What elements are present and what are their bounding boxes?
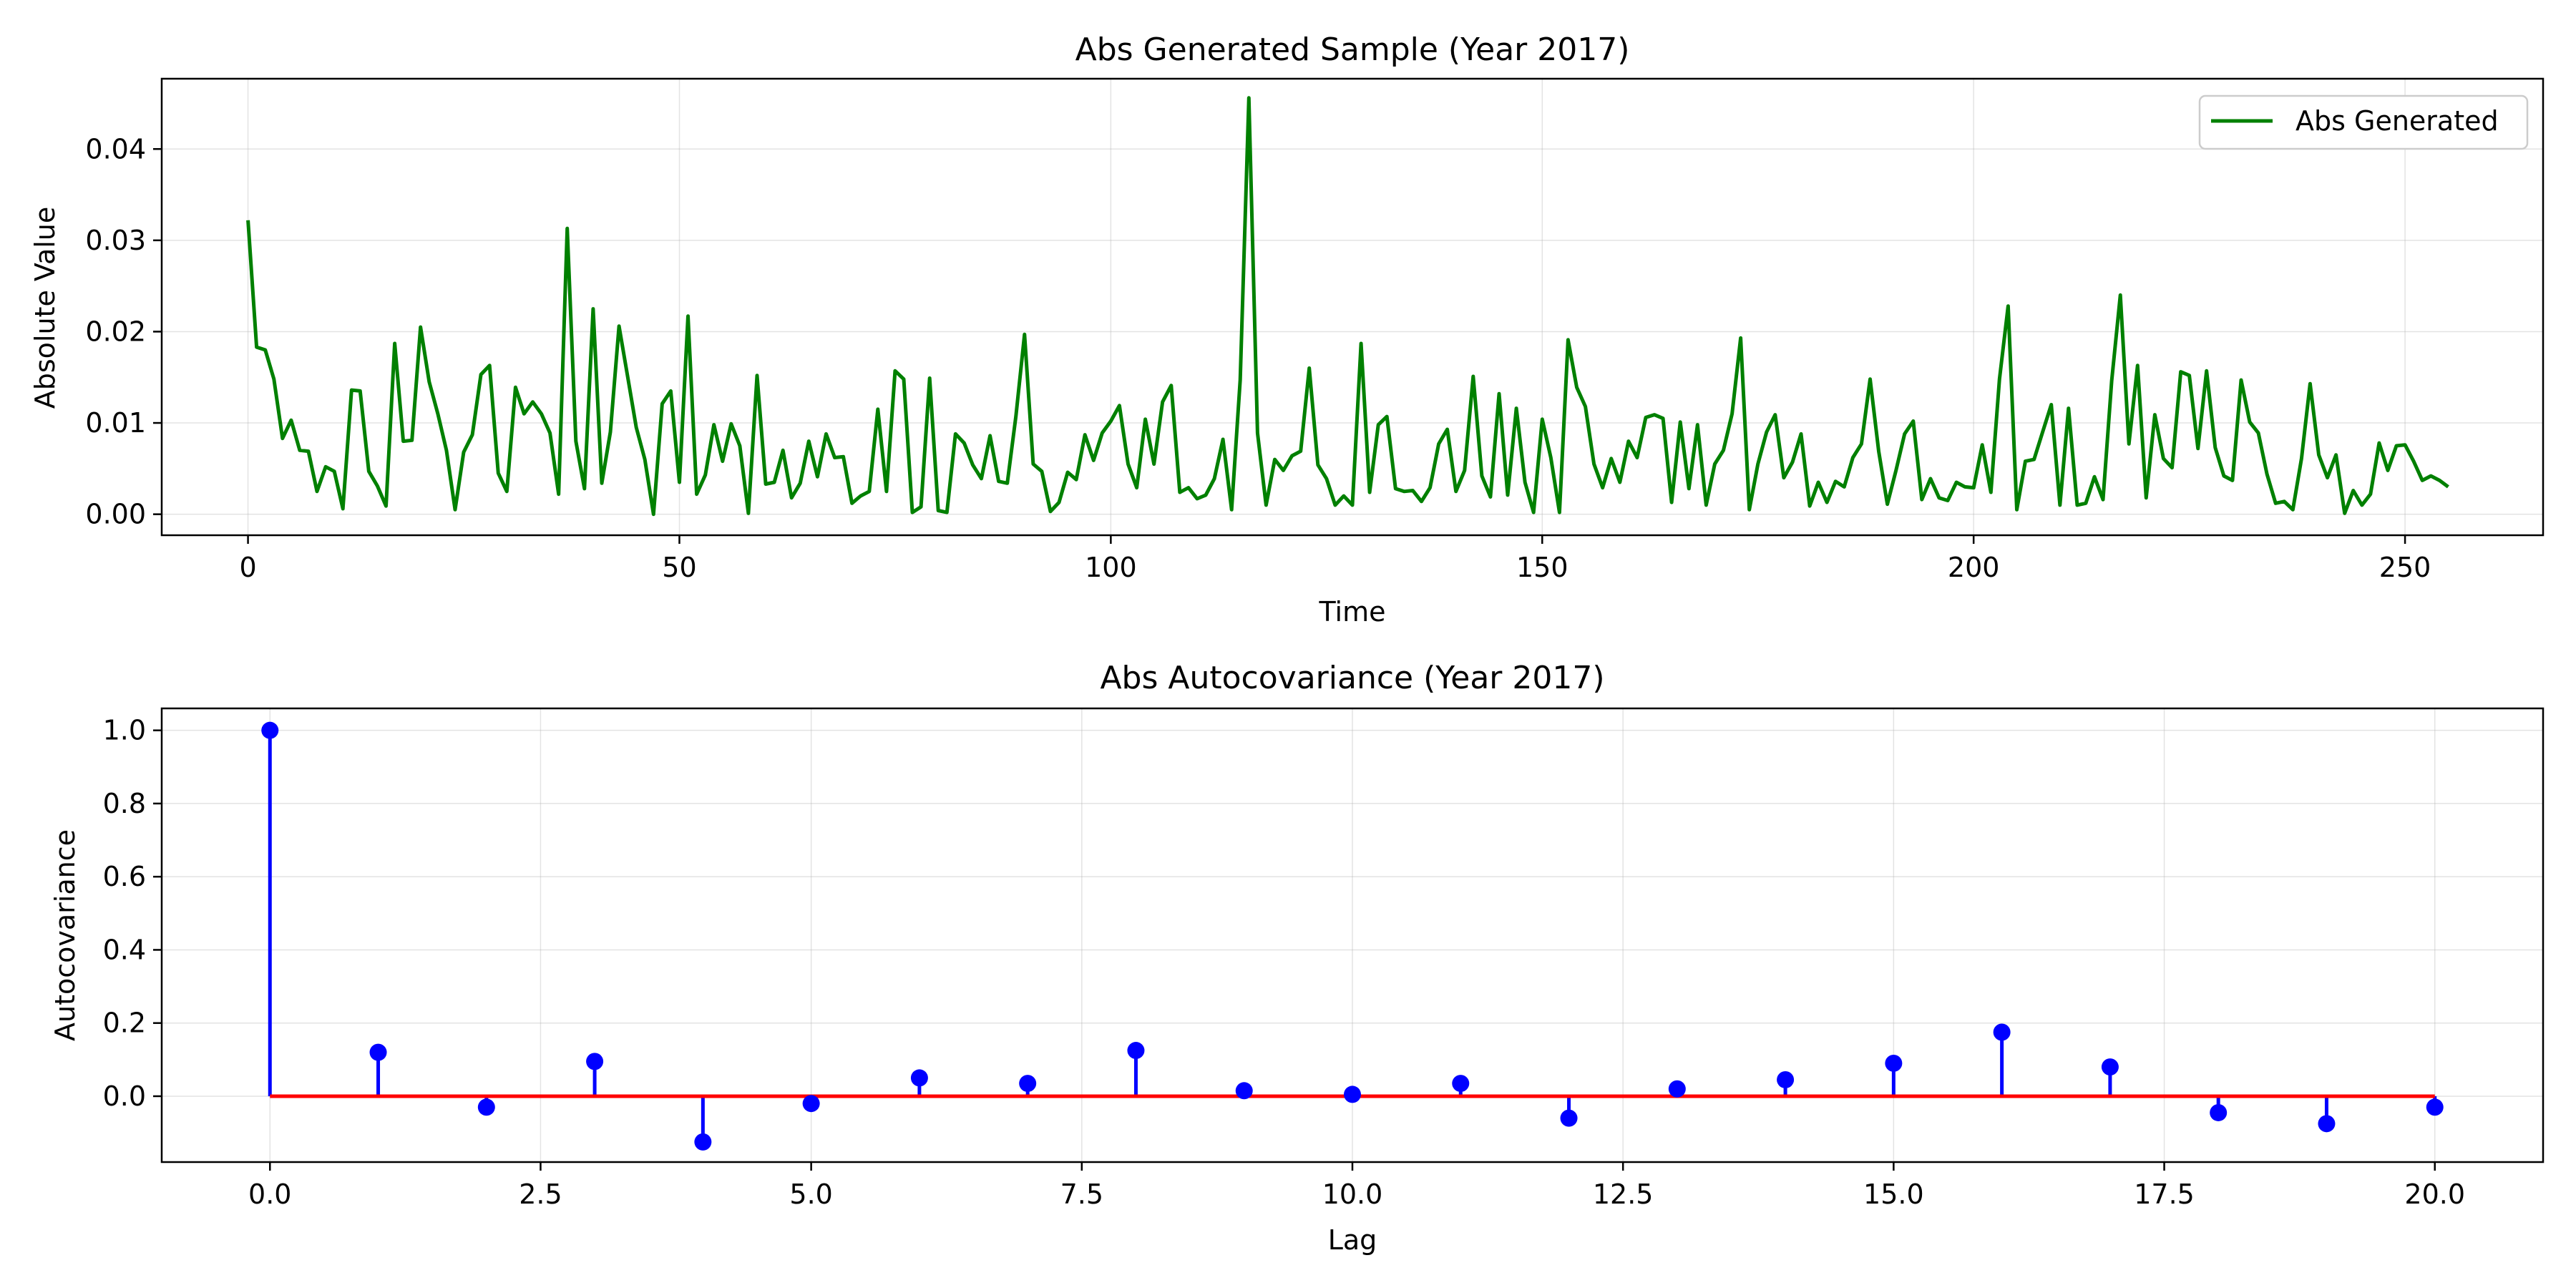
- y-tick-label: 0.02: [85, 316, 146, 347]
- x-axis-label: Lag: [1328, 1224, 1377, 1256]
- y-tick-label: 0.00: [85, 499, 146, 530]
- y-tick-label: 0.6: [103, 861, 146, 892]
- x-tick-label: 0: [239, 552, 256, 583]
- stem-marker: [1235, 1082, 1253, 1100]
- legend-entry: Abs Generated: [2296, 105, 2499, 137]
- stem-marker: [1560, 1109, 1578, 1127]
- y-tick-label: 0.04: [85, 133, 146, 165]
- x-tick-label: 20.0: [2404, 1179, 2465, 1210]
- y-axis-label: Absolute Value: [29, 207, 61, 409]
- y-tick-label: 0.0: [103, 1080, 146, 1112]
- y-axis-label: Autocovariance: [49, 829, 81, 1041]
- x-tick-label: 15.0: [1863, 1179, 1924, 1210]
- stem-marker: [910, 1069, 928, 1087]
- stem-marker: [2318, 1115, 2336, 1133]
- stem-marker: [261, 721, 279, 739]
- y-tick-label: 0.03: [85, 225, 146, 256]
- y-tick-label: 0.2: [103, 1008, 146, 1039]
- stem-marker: [1127, 1042, 1145, 1060]
- stem-marker: [802, 1095, 820, 1113]
- x-tick-label: 250: [2379, 552, 2431, 583]
- x-tick-label: 10.0: [1322, 1179, 1383, 1210]
- stem-marker: [2101, 1058, 2119, 1076]
- x-tick-label: 200: [1948, 552, 2000, 583]
- stem-marker: [1019, 1075, 1037, 1093]
- stem-marker: [1885, 1054, 1903, 1072]
- x-tick-label: 50: [662, 552, 696, 583]
- stem-marker: [2210, 1103, 2228, 1121]
- x-tick-label: 7.5: [1060, 1179, 1103, 1210]
- stem-marker: [477, 1098, 495, 1116]
- y-tick-label: 0.8: [103, 788, 146, 819]
- x-tick-label: 17.5: [2134, 1179, 2195, 1210]
- stem-marker: [1993, 1023, 2011, 1041]
- stem-marker: [1668, 1080, 1686, 1098]
- x-axis-label: Time: [1319, 596, 1386, 628]
- stem-marker: [1452, 1075, 1470, 1093]
- x-tick-label: 100: [1085, 552, 1137, 583]
- stem-marker: [1777, 1070, 1795, 1088]
- x-tick-label: 0.0: [248, 1179, 291, 1210]
- stem-marker: [369, 1043, 387, 1061]
- x-tick-label: 5.0: [789, 1179, 832, 1210]
- x-tick-label: 2.5: [519, 1179, 562, 1210]
- legend: Abs Generated: [2198, 94, 2529, 150]
- stem-marker: [1344, 1085, 1361, 1103]
- time-series-panel: Abs Generated Sample (Year 2017) 0 50 100 1…: [29, 31, 2545, 628]
- x-tick-label: 150: [1516, 552, 1568, 583]
- y-tick-label: 0.4: [103, 934, 146, 965]
- stem-marker: [694, 1133, 712, 1151]
- x-tick-label: 12.5: [1593, 1179, 1654, 1210]
- y-tick-label: 0.01: [85, 407, 146, 439]
- chart-title: Abs Generated Sample (Year 2017): [1075, 31, 1630, 68]
- stem-marker: [586, 1053, 604, 1070]
- series-line: [246, 96, 2449, 517]
- chart-title: Abs Autocovariance (Year 2017): [1100, 660, 1604, 696]
- y-tick-label: 1.0: [103, 715, 146, 746]
- autocovariance-panel: Abs Autocovariance (Year 2017) 0.0 2.5 5.0…: [49, 660, 2545, 1256]
- stem-marker: [2426, 1098, 2444, 1116]
